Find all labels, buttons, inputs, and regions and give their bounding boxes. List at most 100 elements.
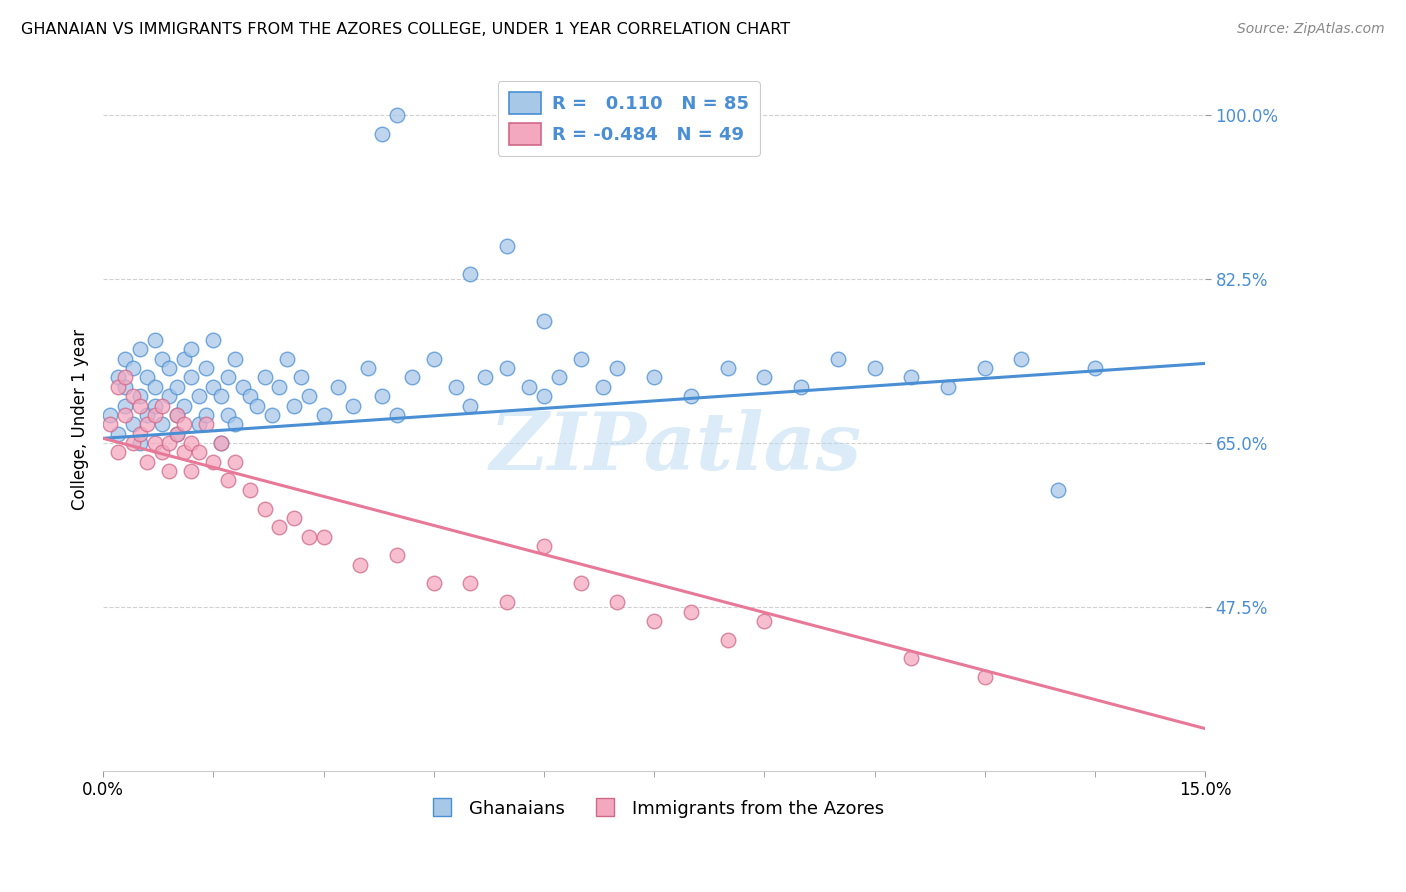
Point <box>253 370 276 384</box>
Point <box>128 389 150 403</box>
Point <box>187 389 209 403</box>
Point <box>157 436 180 450</box>
Point <box>460 576 482 591</box>
Point <box>195 408 218 422</box>
Point <box>679 605 702 619</box>
Point <box>150 417 173 432</box>
Point <box>202 380 225 394</box>
Point <box>195 361 218 376</box>
Text: GHANAIAN VS IMMIGRANTS FROM THE AZORES COLLEGE, UNDER 1 YEAR CORRELATION CHART: GHANAIAN VS IMMIGRANTS FROM THE AZORES C… <box>21 22 790 37</box>
Point <box>569 351 592 366</box>
Point <box>312 408 335 422</box>
Point <box>107 370 129 384</box>
Point <box>973 670 995 684</box>
Point <box>496 361 519 376</box>
Point <box>385 408 408 422</box>
Point <box>128 399 150 413</box>
Point <box>606 595 628 609</box>
Point <box>679 389 702 403</box>
Point <box>342 399 364 413</box>
Point <box>224 351 246 366</box>
Point <box>422 351 444 366</box>
Point <box>422 576 444 591</box>
Point <box>114 351 136 366</box>
Point <box>224 455 246 469</box>
Point <box>100 417 122 432</box>
Legend: Ghanaians, Immigrants from the Azores: Ghanaians, Immigrants from the Azores <box>418 792 891 825</box>
Point <box>209 436 232 450</box>
Point <box>533 389 555 403</box>
Point <box>187 417 209 432</box>
Point <box>166 380 188 394</box>
Point <box>143 408 166 422</box>
Point <box>533 314 555 328</box>
Point <box>143 380 166 394</box>
Point <box>217 408 239 422</box>
Point <box>121 389 143 403</box>
Point <box>290 370 312 384</box>
Point <box>173 351 195 366</box>
Point <box>643 614 665 628</box>
Point <box>371 389 394 403</box>
Point <box>298 389 321 403</box>
Point <box>150 351 173 366</box>
Point <box>157 389 180 403</box>
Point <box>166 408 188 422</box>
Point <box>1010 351 1032 366</box>
Y-axis label: College, Under 1 year: College, Under 1 year <box>72 329 89 510</box>
Point <box>173 445 195 459</box>
Text: Source: ZipAtlas.com: Source: ZipAtlas.com <box>1237 22 1385 37</box>
Point <box>283 511 305 525</box>
Point <box>209 389 232 403</box>
Point <box>385 549 408 563</box>
Point <box>262 408 284 422</box>
Point <box>136 370 159 384</box>
Point <box>385 108 408 122</box>
Point <box>232 380 254 394</box>
Point <box>114 399 136 413</box>
Point <box>150 445 173 459</box>
Point <box>349 558 371 572</box>
Point <box>143 333 166 347</box>
Point <box>328 380 350 394</box>
Point <box>217 370 239 384</box>
Point <box>569 576 592 591</box>
Point <box>790 380 813 394</box>
Point <box>246 399 269 413</box>
Point <box>128 426 150 441</box>
Point <box>283 399 305 413</box>
Point <box>356 361 378 376</box>
Point <box>474 370 496 384</box>
Point <box>606 361 628 376</box>
Point <box>107 426 129 441</box>
Point <box>276 351 298 366</box>
Point <box>173 417 195 432</box>
Point <box>1084 361 1107 376</box>
Point <box>239 483 262 497</box>
Point <box>533 539 555 553</box>
Point <box>150 399 173 413</box>
Text: ZIPatlas: ZIPatlas <box>491 409 862 486</box>
Point <box>863 361 886 376</box>
Point <box>202 333 225 347</box>
Point <box>128 436 150 450</box>
Point <box>298 530 321 544</box>
Point <box>107 445 129 459</box>
Point <box>180 370 202 384</box>
Point <box>157 464 180 478</box>
Point <box>547 370 569 384</box>
Point <box>128 343 150 357</box>
Point <box>401 370 423 384</box>
Point <box>217 474 239 488</box>
Point <box>202 455 225 469</box>
Point <box>716 361 738 376</box>
Point <box>121 361 143 376</box>
Point <box>496 239 519 253</box>
Point <box>114 408 136 422</box>
Point <box>166 426 188 441</box>
Point <box>643 370 665 384</box>
Point <box>100 408 122 422</box>
Point <box>209 436 232 450</box>
Point <box>121 417 143 432</box>
Point <box>460 268 482 282</box>
